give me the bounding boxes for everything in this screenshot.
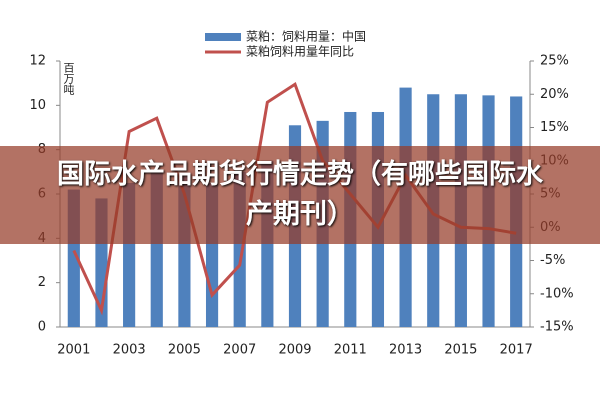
y2-tick-label: -5% <box>540 253 565 268</box>
y2-tick-label: 25% <box>540 54 569 69</box>
x-tick-label: 2015 <box>444 343 477 358</box>
y2-tick-label: 15% <box>540 120 569 135</box>
x-tick-label: 2011 <box>334 343 367 358</box>
banner: 国际水产品期货行情走势（有哪些国际水产期刊） <box>0 146 600 244</box>
legend-swatch <box>205 33 241 41</box>
legend-label: 菜粕饲料用量年同比 <box>246 44 354 59</box>
x-tick-label: 2003 <box>113 343 146 358</box>
y-tick-label: 2 <box>38 275 46 290</box>
x-tick-label: 2017 <box>500 343 533 358</box>
banner-text: 国际水产品期货行情走势（有哪些国际水产期刊） <box>57 159 543 230</box>
y-tick-label: 10 <box>29 98 46 113</box>
y2-tick-label: 20% <box>540 87 569 102</box>
y-axis-title: 百万吨 <box>62 62 75 95</box>
x-tick-label: 2007 <box>223 343 256 358</box>
y-tick-label: 0 <box>38 320 46 335</box>
y-tick-label: 12 <box>29 54 46 69</box>
x-tick-label: 2009 <box>278 343 311 358</box>
y2-tick-label: -10% <box>540 286 574 301</box>
legend-label: 菜粕：饲料用量：中国 <box>246 29 366 44</box>
x-tick-label: 2013 <box>389 343 422 358</box>
x-tick-label: 2005 <box>168 343 201 358</box>
x-tick-label: 2001 <box>57 343 90 358</box>
y2-tick-label: -15% <box>540 320 574 335</box>
